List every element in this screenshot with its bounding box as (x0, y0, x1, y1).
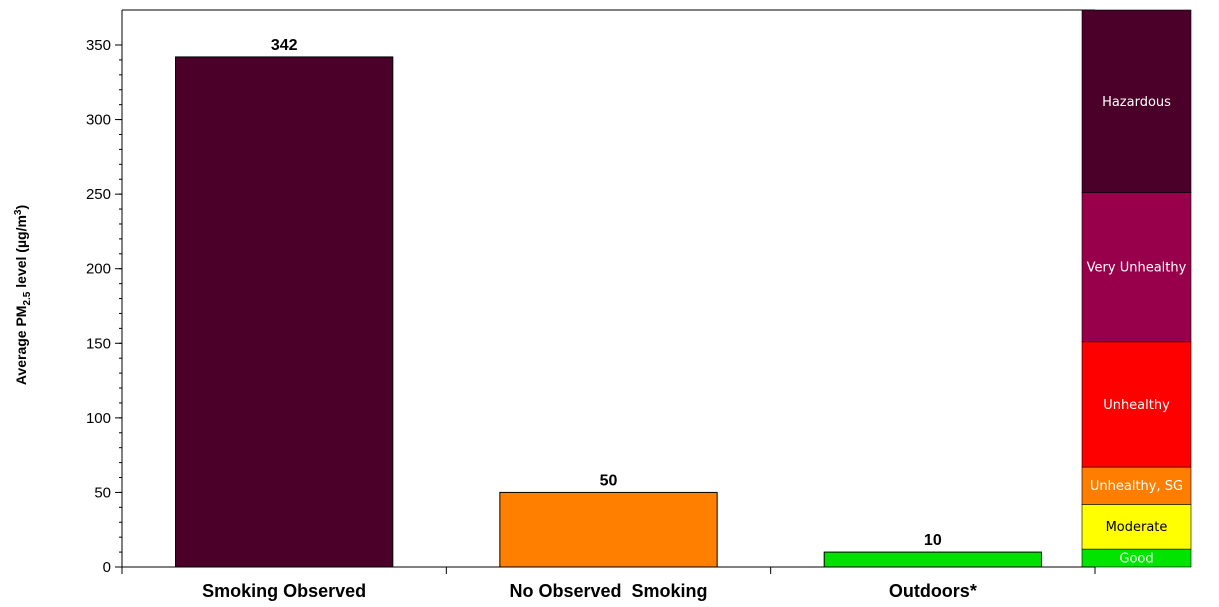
y-tick-label: 150 (86, 335, 111, 352)
y-axis-label: Average PM2.5 level (µg/m3) (13, 205, 33, 385)
y-tick-label: 100 (86, 410, 111, 427)
aqi-band-moderate (1081, 504, 1192, 550)
y-tick-label: 50 (94, 484, 111, 501)
aqi-band-unhealthy (1081, 341, 1192, 468)
y-tick-label: 350 (86, 37, 111, 54)
bar (823, 551, 1042, 568)
aqi-band-hazardous (1081, 9, 1192, 193)
bar-series: 342 50 10 (175, 37, 1042, 568)
y-axis: 0 50 100 150 200 250 300 350 (86, 10, 123, 576)
aqi-band-label: Very Unhealthy (1087, 261, 1187, 276)
x-tick-label: Smoking Observed (202, 581, 366, 601)
bar-data-label: 342 (271, 37, 298, 54)
y-tick-label: 0 (103, 559, 111, 576)
y-tick-label: 250 (86, 186, 111, 203)
aqi-band-label: Unhealthy, SG (1090, 479, 1183, 494)
x-tick-label: No Observed Smoking (509, 581, 707, 601)
bar-data-label: 10 (924, 532, 942, 549)
aqi-band-label: Hazardous (1102, 95, 1171, 110)
aqi-band-label: Good (1119, 552, 1153, 567)
y-tick-label: 200 (86, 261, 111, 278)
x-tick-label: Outdoors* (889, 581, 977, 601)
aqi-band-label: Unhealthy (1103, 398, 1170, 413)
x-axis: Smoking Observed No Observed Smoking Outdo… (121, 566, 1096, 601)
bar-data-label: 50 (600, 472, 618, 489)
bar (175, 56, 394, 568)
y-tick-label: 300 (86, 112, 111, 129)
bar (499, 491, 718, 568)
aqi-scale: Good Moderate Unhealthy, SG Unhealthy Very U… (1081, 9, 1192, 568)
aqi-band-label: Moderate (1106, 520, 1168, 535)
aqi-band-unhealthy-sg (1081, 466, 1192, 505)
